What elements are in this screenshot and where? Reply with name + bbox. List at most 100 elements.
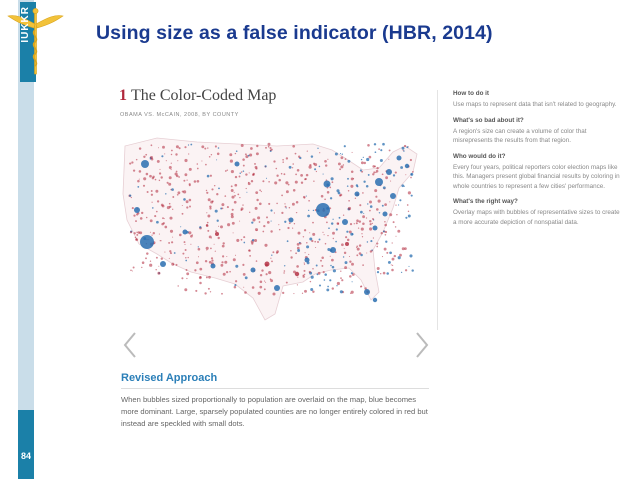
county-dot [366, 252, 368, 254]
county-dot [304, 177, 307, 181]
county-dot [240, 171, 243, 173]
county-dot [402, 149, 404, 151]
county-dot [303, 263, 306, 265]
county-dot [340, 270, 342, 272]
county-dot [206, 212, 208, 214]
county-dot [244, 153, 247, 156]
next-arrow-button[interactable] [413, 330, 431, 360]
county-dot [290, 256, 293, 259]
sidebar-notes: How to do it Use maps to represent data … [453, 90, 623, 234]
county-dot [149, 155, 154, 160]
county-dot [309, 232, 311, 234]
county-dot [182, 252, 185, 255]
county-dot [188, 198, 192, 202]
county-dot [184, 158, 188, 163]
county-dot [280, 172, 283, 175]
divider [121, 388, 429, 389]
county-dot [138, 147, 142, 150]
county-dot [234, 183, 238, 187]
county-dot [332, 237, 334, 240]
county-dot [324, 242, 327, 245]
county-dot [270, 209, 273, 212]
chevron-left-icon [123, 332, 136, 358]
county-dot [364, 289, 370, 295]
county-dot [204, 292, 207, 295]
left-sidebar-strip [18, 0, 34, 479]
county-dot [171, 262, 175, 266]
county-dot [291, 202, 295, 206]
county-dot [339, 193, 343, 197]
county-dot [185, 200, 189, 204]
county-dot [155, 268, 157, 271]
county-dot [160, 176, 163, 179]
county-dot [230, 215, 234, 219]
county-dot [255, 191, 259, 194]
county-dot [213, 184, 216, 187]
county-dot [389, 213, 393, 217]
county-dot [222, 242, 225, 245]
county-dot [308, 199, 310, 202]
county-dot [165, 160, 167, 162]
county-dot [304, 289, 307, 293]
county-dot [367, 203, 369, 205]
revised-approach-title: Revised Approach [121, 372, 218, 384]
note-heading: What's the right way? [453, 198, 518, 205]
county-dot [172, 263, 175, 265]
county-dot [376, 267, 380, 270]
county-dot [195, 261, 199, 265]
county-dot [242, 170, 245, 172]
county-dot [399, 253, 402, 257]
county-dot [222, 272, 226, 276]
county-dot [391, 264, 394, 267]
county-dot [259, 189, 261, 192]
county-dot [405, 174, 407, 176]
county-dot [207, 229, 210, 232]
county-dot [244, 276, 248, 280]
county-dot [372, 237, 375, 239]
county-dot [183, 190, 187, 194]
county-dot [259, 280, 263, 284]
county-dot [330, 264, 332, 267]
county-dot [356, 246, 358, 249]
county-dot [156, 159, 160, 163]
county-dot [254, 228, 259, 232]
county-dot [374, 189, 378, 193]
county-dot [348, 255, 351, 258]
county-dot [323, 180, 331, 188]
county-dot [403, 144, 407, 148]
county-dot [381, 256, 384, 258]
county-dot [316, 203, 330, 217]
note-heading: How to do it [453, 90, 490, 97]
county-dot [358, 252, 362, 255]
county-dot [149, 231, 151, 233]
county-dot [184, 146, 187, 149]
county-dot [401, 146, 405, 150]
county-dot [324, 273, 327, 276]
county-dot [376, 270, 380, 274]
county-dot [152, 231, 156, 235]
county-dot [340, 277, 342, 279]
county-dot [330, 222, 334, 225]
county-dot [253, 238, 258, 243]
county-dot [141, 266, 143, 269]
county-dot [243, 236, 246, 239]
county-dot [375, 178, 383, 186]
county-dot [342, 219, 348, 225]
county-dot [170, 169, 172, 171]
county-dot [302, 274, 305, 277]
county-dot [353, 223, 355, 225]
county-dot [306, 241, 308, 244]
county-dot [404, 269, 408, 272]
county-dot [158, 147, 159, 149]
county-dot [325, 179, 328, 181]
county-dot [268, 271, 272, 275]
county-dot [138, 178, 140, 180]
county-dot [170, 162, 172, 164]
county-dot [226, 255, 228, 258]
county-dot [209, 174, 212, 177]
county-dot [285, 181, 289, 185]
county-dot [410, 172, 414, 176]
county-dot [184, 173, 188, 177]
prev-arrow-button[interactable] [121, 330, 139, 360]
county-dot [287, 218, 289, 220]
